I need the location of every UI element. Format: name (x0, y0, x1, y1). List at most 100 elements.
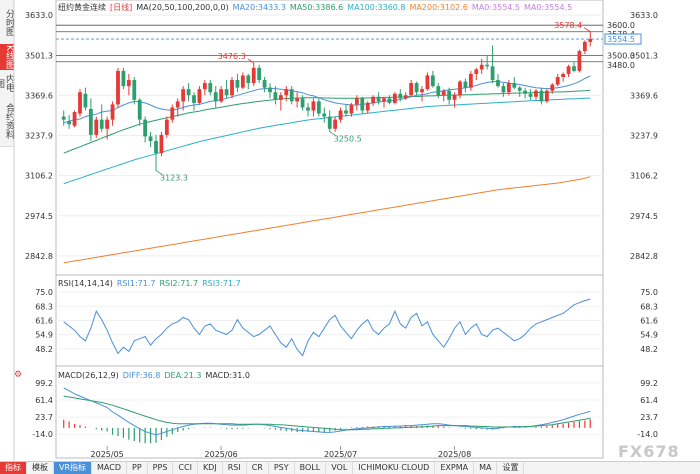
candle-body (474, 69, 479, 74)
price-tick-left: 3501.3 (25, 51, 53, 60)
tab-settings[interactable]: 设置 (497, 462, 525, 474)
candle-body (327, 116, 332, 129)
candle-body (143, 119, 148, 137)
candle-body (83, 93, 88, 108)
annotation-pointer (155, 170, 163, 175)
candle-body (72, 112, 77, 126)
candle-body (268, 87, 272, 93)
gear-icon[interactable]: ⚙ (14, 370, 23, 380)
main-legend: 纽约黄金连续 [日线] MA(20,50,100,200,0,0) MA20:3433… (58, 2, 576, 13)
candle-body (88, 108, 93, 135)
macd-tick-left: 99.2 (35, 379, 53, 388)
candle-body (501, 86, 506, 93)
ma100-line (63, 97, 591, 185)
candle-body (425, 75, 430, 90)
tab-cr[interactable]: CR (247, 462, 269, 474)
candle-body (273, 92, 278, 100)
rsi-tick-right: 75.0 (640, 288, 658, 297)
tab-kdj[interactable]: KDJ (198, 462, 223, 474)
annotation-pointer (247, 58, 254, 64)
candle-body (219, 89, 224, 102)
tab-template[interactable]: 模板 (27, 462, 54, 474)
ma20-value: MA20:3433.3 (232, 3, 286, 12)
candle-body (458, 81, 462, 96)
candle-body (262, 80, 267, 88)
ma0-value: MA0:3554.5 (524, 3, 573, 12)
macd-tick-right: 61.4 (640, 396, 658, 405)
candle-body (61, 116, 66, 120)
rsi-tick-left: 48.2 (35, 345, 53, 354)
candle-body (561, 73, 566, 77)
candle-body (257, 67, 262, 81)
rsi1-value: RSI1:71.7 (116, 279, 156, 288)
price-tick-left: 3237.9 (25, 132, 53, 141)
candle-body (246, 75, 251, 84)
candle-body (78, 92, 82, 114)
price-tick-right: 3369.6 (630, 91, 658, 100)
period-label: [日线] (110, 3, 133, 12)
rsi-label: RSI(14,14,14) (58, 279, 113, 288)
annotation-label: 3578.4 (554, 21, 582, 30)
candle-body (251, 67, 256, 84)
price-tick-left: 3106.2 (25, 172, 53, 181)
candle-body (496, 80, 500, 87)
candle-body (349, 104, 354, 114)
x-tick-label: 2025/07 (324, 450, 357, 459)
candle-body (360, 98, 365, 111)
tab-boll[interactable]: BOLL (295, 462, 327, 474)
macd-tick-right: 23.7 (640, 413, 658, 422)
tab-pps[interactable]: PPS (148, 462, 174, 474)
tab-psy[interactable]: PSY (269, 462, 295, 474)
rsi-tick-right: 48.2 (640, 345, 658, 354)
candle-body (409, 83, 414, 96)
candle-body (240, 75, 245, 88)
price-tick-right: 3633.0 (630, 11, 658, 20)
candle-body (436, 86, 441, 96)
rsi-tick-right: 61.6 (640, 316, 658, 325)
candle-body (398, 93, 403, 99)
candle-body (452, 95, 457, 100)
candle-body (311, 101, 316, 111)
tab-pp[interactable]: PP (127, 462, 148, 474)
tab-expma[interactable]: EXPMA (435, 462, 475, 474)
candle-body (295, 98, 300, 102)
macd-value: MACD:31.0 (205, 371, 250, 380)
candle-body (539, 90, 544, 102)
ma50-value: MA50:3386.6 (289, 3, 344, 12)
tab-vol[interactable]: VOL (326, 462, 354, 474)
candle-body (523, 90, 528, 94)
level-label: 3500.0 (607, 52, 635, 61)
side-tab-contract[interactable]: 合约资料 (0, 96, 14, 147)
candle-body (534, 90, 538, 97)
tab-ma[interactable]: MA (474, 462, 498, 474)
candle-body (322, 113, 327, 117)
rsi-tick-right: 54.9 (640, 331, 658, 340)
price-tick-left: 2842.8 (25, 252, 53, 261)
candle-body (197, 89, 202, 103)
tab-ichimoku[interactable]: ICHIMOKU CLOUD (353, 462, 436, 474)
candle-body (202, 83, 207, 90)
candle-body (300, 98, 305, 108)
candle-body (132, 80, 137, 100)
candle-body (192, 95, 196, 103)
tab-rsi[interactable]: RSI (223, 462, 247, 474)
candle-body (159, 134, 164, 154)
candle-body (414, 83, 419, 93)
rsi-tick-left: 61.6 (35, 316, 53, 325)
candle-body (555, 76, 560, 85)
candle-body (430, 75, 435, 87)
candle-body (224, 89, 229, 96)
panel-frame (55, 365, 604, 459)
rsi-line (63, 298, 591, 357)
price-tick-left: 3369.6 (25, 91, 53, 100)
ma-label: MA(20,50,100,200,0,0) (136, 3, 229, 12)
tab-cci[interactable]: CCI (173, 462, 198, 474)
macd-tick-right: -14.0 (637, 430, 658, 439)
tab-indicator[interactable]: 指标 (0, 462, 27, 474)
tab-macd[interactable]: MACD (92, 462, 128, 474)
tab-vr[interactable]: VR指标 (54, 462, 93, 474)
candle-body (333, 119, 338, 129)
candle-body (137, 99, 142, 120)
candle-body (344, 110, 348, 114)
diff-line (63, 387, 591, 436)
